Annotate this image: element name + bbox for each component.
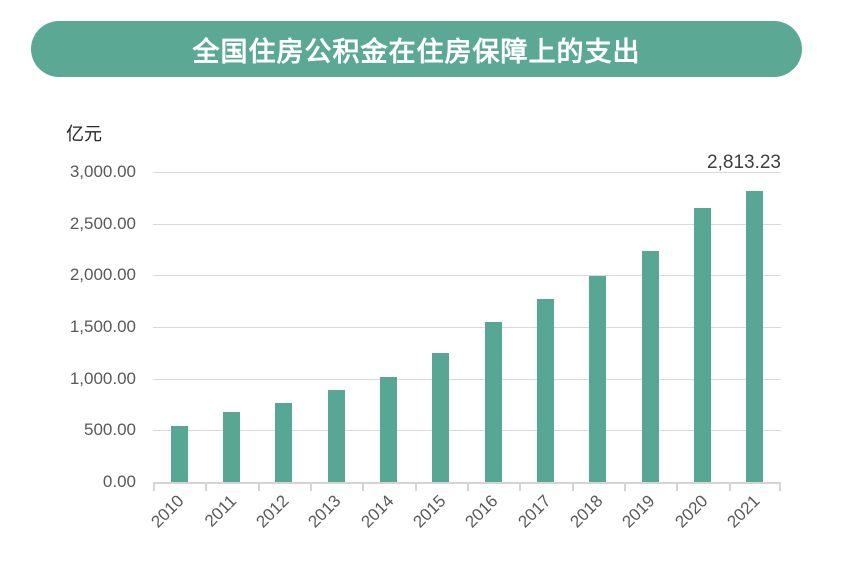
bar-2012 [275, 403, 293, 482]
y-axis-label-2500: 2,500.00 [69, 213, 136, 233]
bar-2021 [746, 191, 764, 482]
gridline-2500 [153, 223, 781, 225]
x-axis-label-2014: 2014 [357, 491, 398, 532]
x-axis-label-2016: 2016 [461, 491, 502, 532]
bar-2010 [170, 426, 188, 482]
gridline-1500 [153, 327, 781, 328]
x-axis-label-2010: 2010 [147, 491, 188, 532]
title-banner: 全国住房公积金在住房保障上的支出 [31, 21, 802, 77]
x-axis-tick [362, 482, 365, 491]
x-axis-tick [779, 482, 781, 491]
x-axis-tick [310, 482, 312, 491]
x-axis-label-2019: 2019 [618, 491, 659, 532]
bar-2020 [694, 208, 711, 482]
y-axis-label-500: 500.00 [84, 420, 136, 440]
bar-2019 [641, 250, 659, 482]
x-axis-tick [571, 482, 574, 491]
x-axis-tick [153, 482, 155, 491]
x-axis-tick [728, 482, 731, 491]
y-axis-label-1000: 1,000.00 [69, 368, 136, 388]
y-axis-label-1500: 1,500.00 [69, 317, 136, 336]
bar-2015 [432, 352, 450, 482]
gridline-500 [153, 430, 781, 432]
y-axis-label-0: 0.00 [102, 472, 136, 491]
bar-2017 [537, 299, 554, 482]
x-axis-label-2015: 2015 [409, 491, 450, 532]
y-axis-label-2000: 2,000.00 [69, 265, 136, 285]
x-axis-tick [624, 482, 626, 491]
x-axis-label-2021: 2021 [723, 491, 764, 532]
x-axis-label-2020: 2020 [671, 491, 712, 532]
x-axis-label-2018: 2018 [566, 491, 607, 532]
y-axis-label-3000: 3,000.00 [69, 162, 136, 181]
page-title: 全国住房公积金在住房保障上的支出 [192, 36, 641, 67]
data-label-last-bar: 2,813.23 [707, 152, 781, 173]
x-axis-tick [467, 482, 469, 491]
x-axis-tick [676, 482, 679, 491]
bar-2011 [223, 412, 240, 482]
bar-2013 [327, 390, 345, 482]
x-axis-label-2013: 2013 [304, 491, 345, 532]
bar-2016 [484, 321, 502, 482]
x-axis-label-2017: 2017 [514, 491, 555, 532]
x-axis-tick [519, 482, 522, 491]
gridline-3000 [153, 172, 781, 173]
bar-2018 [589, 276, 607, 482]
plot-area [153, 172, 781, 491]
x-axis-label-2011: 2011 [200, 491, 241, 531]
x-axis-label-2012: 2012 [252, 491, 293, 532]
gridline-1000 [153, 378, 781, 380]
gridline-2000 [153, 275, 781, 277]
bar-2014 [380, 377, 397, 482]
x-axis-tick [205, 482, 208, 491]
x-axis-tick [257, 482, 260, 491]
y-axis-unit-label: 亿元 [66, 124, 102, 144]
x-axis-tick [414, 482, 417, 491]
